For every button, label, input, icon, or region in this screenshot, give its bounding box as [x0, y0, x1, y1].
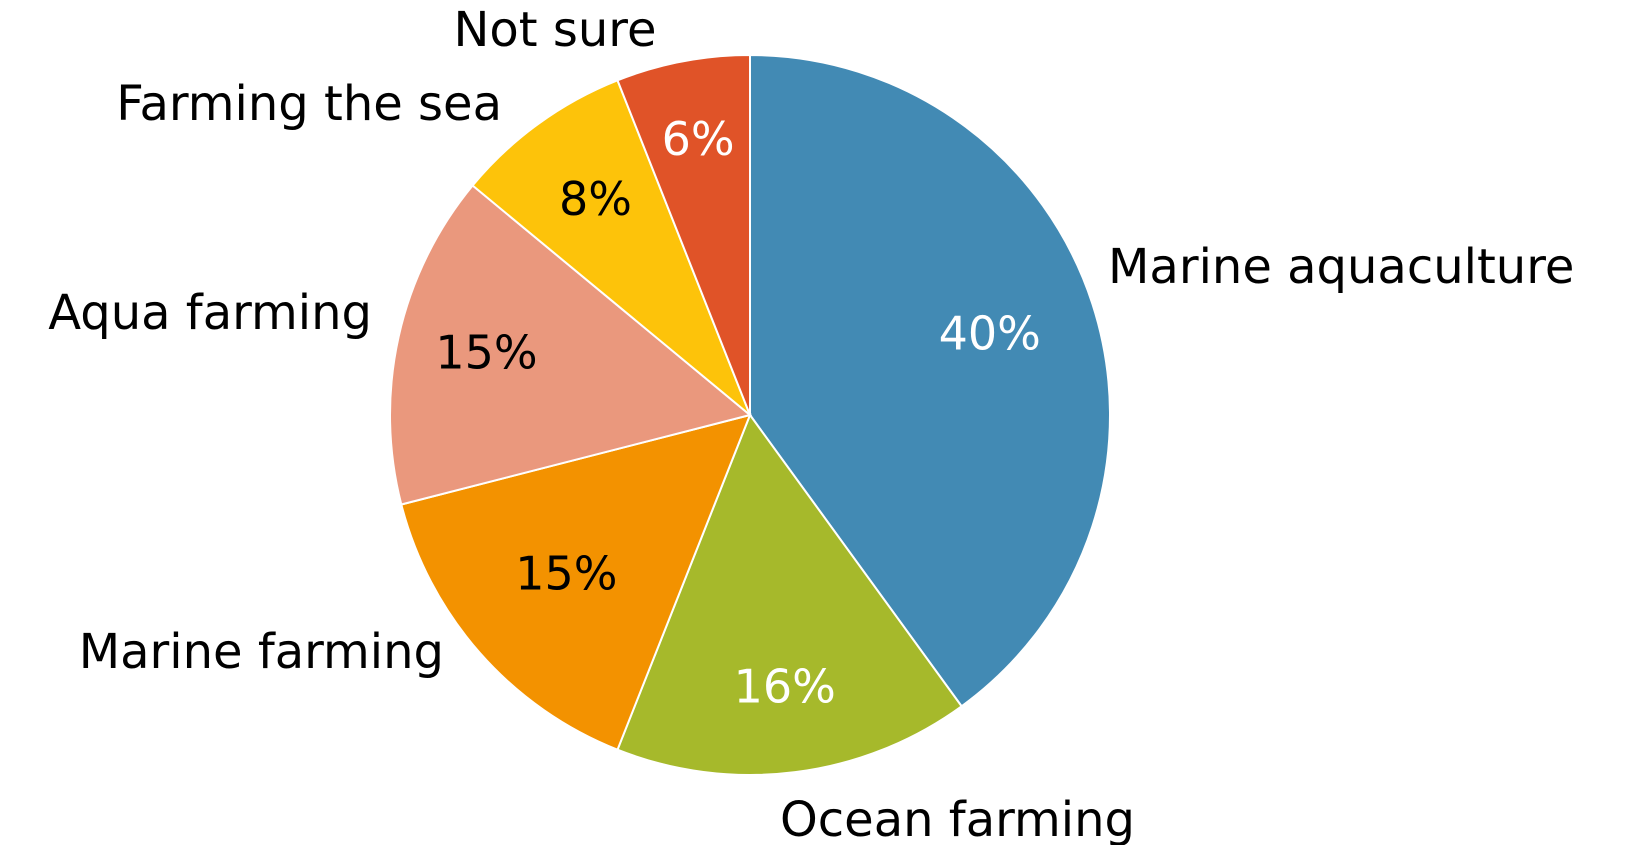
slice-value-label: 40% — [939, 307, 1041, 361]
slice-value-label: 6% — [662, 112, 735, 166]
pie-labels: 40% Marine aquaculture 16% Ocean farming 15%… — [48, 2, 1574, 845]
slice-value-label: 8% — [559, 172, 632, 226]
slice-category-label: Farming the sea — [116, 76, 502, 132]
pie-slice-1 — [616, 412, 963, 776]
pie-slices — [389, 53, 1111, 776]
pie-slice-0 — [749, 53, 1111, 708]
slice-value-label: 16% — [734, 660, 836, 714]
pie-slice-5 — [616, 53, 751, 416]
slice-category-label: Marine farming — [79, 624, 444, 680]
pie-slice-3 — [389, 184, 753, 506]
slice-value-label: 15% — [435, 326, 537, 380]
slice-category-label: Aqua farming — [48, 285, 372, 341]
slice-category-label: Not sure — [454, 2, 657, 58]
slice-value-label: 15% — [515, 546, 617, 600]
slice-category-label: Ocean farming — [780, 792, 1135, 845]
pie-slice-4 — [471, 78, 751, 416]
slice-category-label: Marine aquaculture — [1108, 239, 1574, 295]
pie-slice-2 — [400, 413, 752, 752]
